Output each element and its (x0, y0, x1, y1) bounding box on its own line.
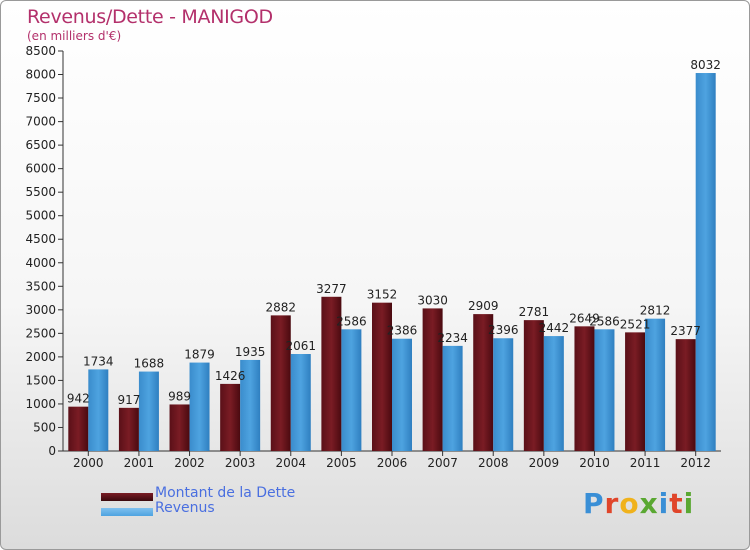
bar-debt (270, 315, 291, 451)
x-tick-label: 2000 (73, 456, 104, 470)
bar-debt (473, 314, 494, 451)
bar-debt (625, 332, 646, 451)
data-label-revenue: 1935 (235, 345, 266, 359)
y-tick-label: 7500 (25, 91, 56, 105)
y-tick-label: 2500 (25, 326, 56, 340)
bar-revenue (695, 73, 716, 451)
legend-swatch-debt (101, 493, 153, 501)
y-tick-label: 2000 (25, 350, 56, 364)
x-tick-label: 2012 (680, 456, 711, 470)
data-label-revenue: 2812 (640, 304, 671, 318)
bar-revenue (543, 336, 564, 451)
bar-debt (523, 320, 544, 451)
data-label-revenue: 2442 (539, 321, 570, 335)
bar-revenue (392, 338, 412, 451)
y-tick-label: 500 (33, 420, 56, 434)
bar-debt (220, 383, 241, 451)
bar-debt (372, 302, 392, 451)
bar-revenue (138, 371, 159, 451)
data-label-revenue: 2234 (437, 331, 468, 345)
logo-letter: r (604, 487, 620, 520)
proxiti-logo: Proxiti (583, 487, 694, 520)
legend-label-debt: Montant de la Dette (155, 485, 296, 501)
bar-debt (675, 339, 696, 451)
data-label-debt: 2521 (620, 317, 651, 331)
bar-debt (118, 407, 139, 451)
y-tick-label: 4500 (25, 232, 56, 246)
bar-debt (321, 296, 342, 451)
data-label-revenue: 1879 (184, 348, 215, 362)
chart-title: Revenus/Dette - MANIGOD (27, 6, 273, 28)
data-label-debt: 2377 (670, 324, 701, 338)
chart-subtitle: (en milliers d'€) (27, 29, 122, 43)
bar-revenue (88, 369, 109, 451)
bar-debt (422, 308, 443, 451)
data-label-revenue: 2386 (387, 324, 418, 338)
logo-letter: t (669, 487, 684, 520)
y-tick-label: 3000 (25, 303, 56, 317)
y-tick-label: 7000 (25, 115, 56, 129)
logo-letter: x (639, 487, 659, 520)
data-label-revenue: 2586 (589, 314, 620, 328)
logo-letter: i (683, 487, 695, 520)
bar-revenue (341, 329, 362, 451)
data-label-revenue: 1688 (134, 357, 165, 371)
x-tick-label: 2007 (427, 456, 458, 470)
y-tick-label: 1500 (25, 373, 56, 387)
y-tick-label: 8500 (25, 44, 56, 58)
data-label-revenue: 8032 (690, 58, 721, 72)
bar-debt (169, 404, 190, 451)
bar-revenue (442, 345, 463, 451)
x-tick-label: 2004 (275, 456, 306, 470)
bar-revenue (493, 338, 514, 451)
x-tick-label: 2003 (225, 456, 256, 470)
logo-letter: P (583, 487, 605, 520)
bar-revenue (594, 329, 615, 451)
legend-label-revenue: Revenus (155, 500, 215, 516)
y-tick-label: 5000 (25, 209, 56, 223)
x-tick-label: 2005 (326, 456, 357, 470)
data-label-debt: 2649 (569, 311, 600, 325)
data-label-debt: 942 (67, 392, 90, 406)
data-label-debt: 3030 (417, 293, 448, 307)
x-tick-label: 2001 (124, 456, 155, 470)
x-tick-label: 2011 (630, 456, 661, 470)
y-tick-label: 5500 (25, 185, 56, 199)
x-tick-label: 2009 (529, 456, 560, 470)
data-label-revenue: 2586 (336, 314, 367, 328)
bar-revenue (290, 354, 311, 451)
x-tick-label: 2006 (377, 456, 408, 470)
data-label-revenue: 2061 (285, 339, 316, 353)
data-label-revenue: 2396 (488, 323, 519, 337)
y-tick-label: 0 (48, 444, 56, 458)
legend-swatch-revenue (101, 508, 153, 516)
bar-revenue (645, 318, 666, 451)
y-tick-label: 8000 (25, 68, 56, 82)
y-tick-label: 1000 (25, 397, 56, 411)
logo-letter: i (658, 487, 670, 520)
data-label-debt: 3277 (316, 282, 347, 296)
y-tick-label: 4000 (25, 256, 56, 270)
data-label-debt: 989 (168, 389, 191, 403)
data-label-debt: 2909 (468, 299, 499, 313)
x-tick-label: 2002 (174, 456, 205, 470)
logo-letter: o (619, 487, 640, 520)
data-label-debt: 917 (117, 393, 140, 407)
bar-revenue (240, 359, 261, 451)
y-tick-label: 3500 (25, 279, 56, 293)
data-label-debt: 2781 (519, 305, 550, 319)
x-tick-label: 2008 (478, 456, 509, 470)
data-label-debt: 1426 (215, 369, 246, 383)
y-tick-label: 6500 (25, 138, 56, 152)
data-label-revenue: 1734 (83, 354, 114, 368)
data-label-debt: 2882 (265, 300, 296, 314)
x-tick-label: 2010 (579, 456, 610, 470)
bar-debt (68, 406, 89, 451)
bar-revenue (189, 362, 210, 451)
y-tick-label: 6000 (25, 162, 56, 176)
bar-debt (574, 326, 595, 451)
data-label-debt: 3152 (367, 288, 398, 302)
